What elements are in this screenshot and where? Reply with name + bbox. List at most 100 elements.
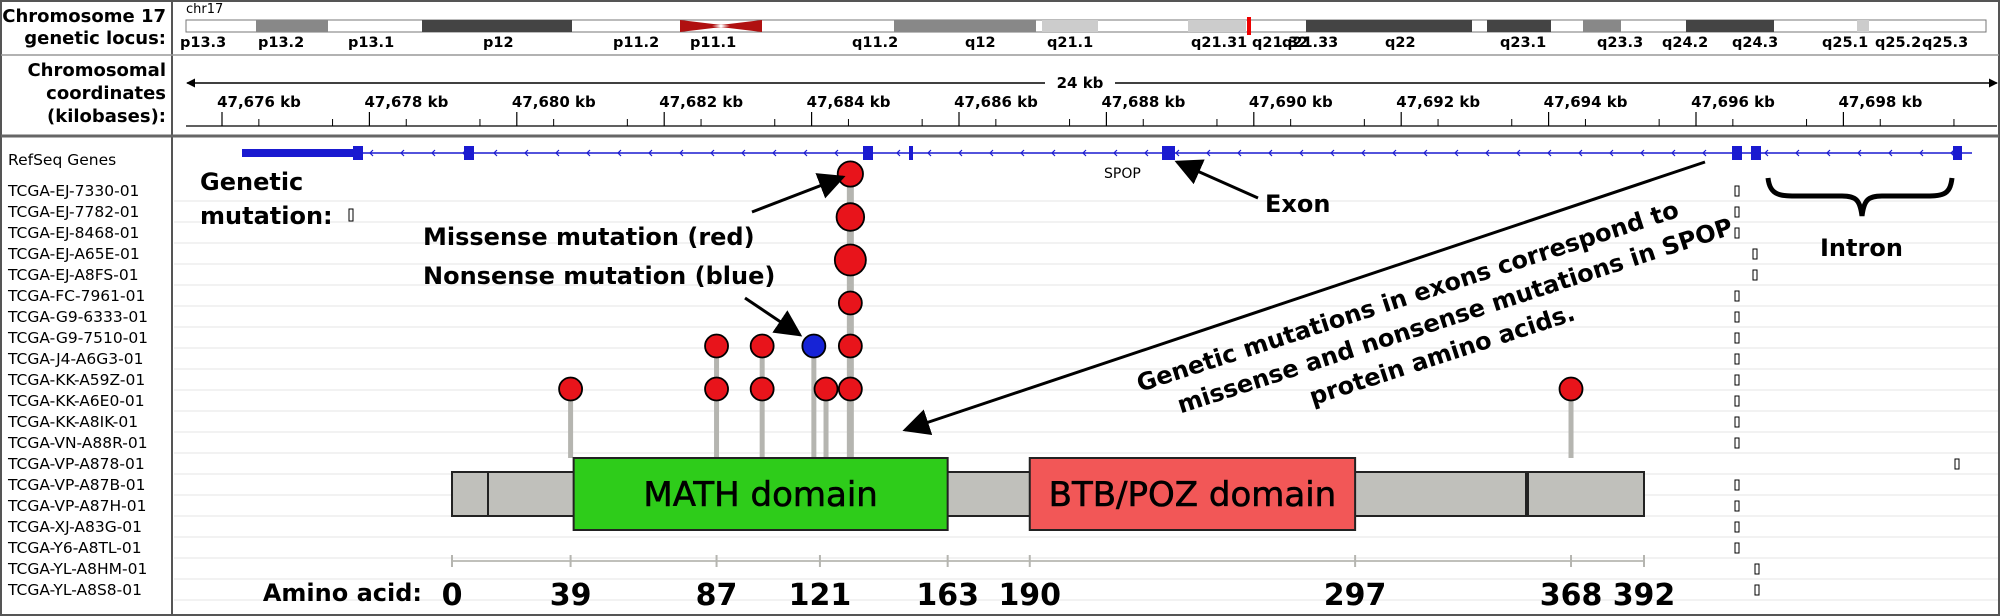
ideogram-band-q23.1 — [1487, 20, 1551, 32]
strand-chevron — [1206, 149, 1211, 157]
sample-label: TCGA-KK-A8IK-01 — [7, 413, 138, 431]
mutation-marker — [1734, 206, 1740, 218]
strand-chevron — [1330, 149, 1335, 157]
amino-acid-tick-label: 190 — [998, 578, 1061, 613]
coordinate-label: 47,696 kb — [1691, 93, 1775, 111]
ideogram-band-p12 — [422, 20, 572, 32]
sample-label: TCGA-EJ-8468-01 — [7, 224, 139, 242]
mutation-marker — [1734, 500, 1740, 512]
coordinate-label: 47,698 kb — [1838, 93, 1922, 111]
genetic-mutation-label-line-1: Genetic — [200, 168, 303, 196]
sample-label: TCGA-XJ-A83G-01 — [7, 518, 142, 536]
sample-label: TCGA-J4-A6G3-01 — [7, 350, 143, 368]
ideogram-band-label: q24.2 — [1662, 35, 1708, 51]
strand-chevron — [1671, 149, 1676, 157]
protein-domain-label: BTB/POZ domain — [1049, 475, 1337, 515]
mutation-marker — [1734, 353, 1740, 365]
strand-chevron — [1547, 149, 1552, 157]
strand-chevron — [1268, 149, 1273, 157]
coordinate-label: 47,680 kb — [512, 93, 596, 111]
missense-mutation-marker — [837, 376, 863, 402]
ideogram-band-label: p12 — [483, 35, 514, 51]
gene-exon-6 — [1732, 146, 1742, 160]
intron-label: Intron — [1820, 234, 1903, 262]
strand-chevron — [1888, 149, 1893, 157]
strand-chevron — [1392, 149, 1397, 157]
sample-label: TCGA-YL-A8S8-01 — [7, 581, 142, 599]
strand-chevron — [1857, 149, 1862, 157]
sample-label: TCGA-G9-7510-01 — [7, 329, 148, 347]
strand-chevron — [1516, 149, 1521, 157]
coord-label-line-2: coordinates — [46, 83, 166, 104]
strand-chevron — [400, 149, 405, 157]
strand-chevron — [741, 149, 746, 157]
ideogram-band-label: q25.1 — [1822, 35, 1868, 51]
sample-label: TCGA-Y6-A8TL-01 — [7, 539, 142, 557]
mutation-marker — [1752, 248, 1758, 260]
missense-mutation-marker — [837, 290, 863, 316]
gene-utr-block — [242, 149, 354, 157]
ideogram-band-q12 — [894, 20, 1036, 32]
missense-mutation-marker — [704, 333, 729, 359]
strand-chevron — [493, 149, 498, 157]
missense-mutation-marker — [749, 376, 775, 402]
exon-label: Exon — [1265, 190, 1330, 218]
sample-label: TCGA-FC-7961-01 — [7, 287, 145, 305]
strand-chevron — [834, 149, 839, 157]
protein-start-cap — [451, 471, 489, 517]
ideogram-band-q21.31 — [1188, 20, 1246, 32]
ideogram-band-label: q21.1 — [1047, 35, 1093, 51]
strand-chevron — [369, 149, 374, 157]
missense-mutation-marker — [837, 333, 863, 359]
sample-label: TCGA-YL-A8HM-01 — [7, 560, 147, 578]
sample-label: TCGA-EJ-A65E-01 — [7, 245, 140, 263]
ideogram-band-label: p13.2 — [258, 35, 304, 51]
ideogram-band-label: p13.1 — [348, 35, 394, 51]
strand-chevron — [1764, 149, 1769, 157]
genetic-mutation-label-line-2: mutation: — [200, 202, 333, 230]
strand-chevron — [648, 149, 653, 157]
strand-chevron — [1702, 149, 1707, 157]
strand-chevron — [555, 149, 560, 157]
sample-label: TCGA-VN-A88R-01 — [7, 434, 148, 452]
ideogram-band-label: p11.2 — [613, 35, 659, 51]
current-locus-marker — [1247, 17, 1251, 35]
strand-chevron — [1826, 149, 1831, 157]
missense-arrow — [751, 173, 846, 214]
sample-label: TCGA-KK-A6E0-01 — [7, 392, 145, 410]
coordinate-label: 47,692 kb — [1396, 93, 1480, 111]
amino-acid-tick-label: 163 — [916, 578, 979, 613]
protein-domain-label: MATH domain — [643, 475, 877, 515]
legend-mutation-marker — [348, 208, 354, 222]
mutation-marker — [1734, 311, 1740, 323]
strand-chevron — [1423, 149, 1428, 157]
strand-chevron — [679, 149, 684, 157]
mutation-marker — [1734, 542, 1740, 554]
mutation-marker — [1734, 521, 1740, 533]
strand-chevron — [803, 149, 808, 157]
ideogram-band-label: q23.3 — [1597, 35, 1643, 51]
strand-chevron — [772, 149, 777, 157]
strand-chevron — [1299, 149, 1304, 157]
nonsense-label: Nonsense mutation (blue) — [423, 262, 775, 290]
mutation-marker — [1752, 269, 1758, 281]
ideogram-band-q24.3 — [1686, 20, 1774, 32]
ideogram-band-label: q22 — [1385, 35, 1416, 51]
missense-mutation-marker — [1558, 376, 1584, 402]
ideogram-band-q25.2 — [1857, 20, 1869, 32]
statement-text: Genetic mutations in exons correspond to… — [1133, 196, 1736, 420]
strand-chevron — [524, 149, 529, 157]
strand-chevron — [896, 149, 901, 157]
protein-domain — [1028, 457, 1357, 531]
ideogram-band-label: q21.33 — [1282, 35, 1338, 51]
sample-label: TCGA-VP-A878-01 — [7, 455, 145, 473]
protein-domain — [572, 457, 949, 531]
ideogram-band-label: q12 — [965, 35, 996, 51]
strand-chevron — [1361, 149, 1366, 157]
coord-label-line-1: Chromosomal — [27, 60, 166, 81]
intron-brace — [1765, 177, 1955, 217]
sample-label: TCGA-G9-6333-01 — [7, 308, 148, 326]
mutation-marker — [1734, 479, 1740, 491]
track-gridlines — [174, 200, 1998, 601]
nonsense-mutation-marker — [801, 333, 827, 359]
